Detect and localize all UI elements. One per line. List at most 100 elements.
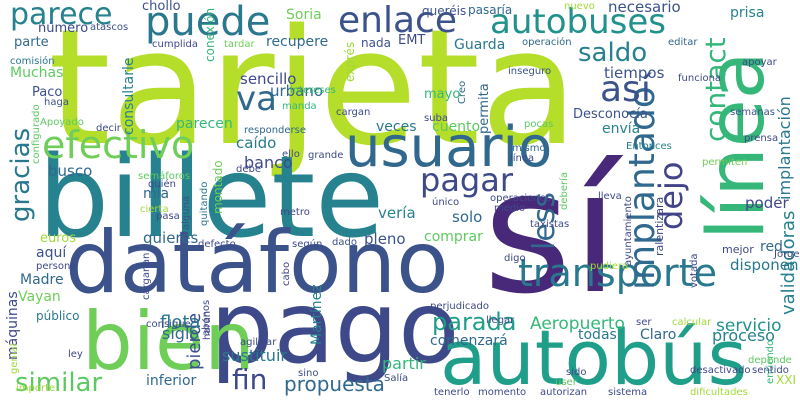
word-cloud-word: medio: [494, 203, 526, 214]
word-cloud-word: lleva: [598, 191, 622, 202]
word-cloud-word: dificultades: [690, 387, 748, 398]
word-cloud-word: mayo: [424, 87, 461, 102]
word-cloud-word: persona: [36, 261, 77, 272]
word-cloud-word: inferior: [146, 373, 197, 389]
word-cloud-word: tarjeta: [48, 0, 579, 181]
word-cloud-word: semáforos: [138, 171, 191, 182]
word-cloud-word: partir: [382, 354, 426, 373]
word-cloud-word: Madre: [20, 272, 64, 288]
word-cloud-word: sistema: [608, 387, 648, 398]
word-cloud-word: Entonces: [626, 141, 672, 152]
word-cloud-word: así: [600, 69, 651, 110]
word-cloud-word: haga: [44, 97, 69, 108]
word-cloud-word: aquí: [36, 245, 67, 261]
word-cloud-word: pleno: [364, 230, 406, 248]
word-cloud-word: inseguro: [508, 66, 552, 77]
word-cloud-word: vería: [378, 204, 416, 222]
word-cloud-word: disponen: [730, 256, 799, 274]
word-cloud-word: según: [292, 239, 323, 250]
word-cloud-word: ayuntamiento: [623, 196, 634, 266]
word-cloud-word: Guarda: [454, 37, 506, 53]
word-cloud-word: pasaría: [468, 3, 513, 17]
word-cloud-word: mejor: [722, 243, 754, 256]
word-cloud-word: pago: [210, 269, 460, 386]
word-cloud-word: semanas: [730, 107, 775, 118]
word-cloud-word: ello: [282, 149, 300, 160]
word-cloud-word: Vayan: [18, 289, 61, 305]
word-cloud-word: suba: [424, 113, 449, 124]
word-cloud-word: quieres: [143, 229, 199, 247]
word-cloud-word: comenzará: [430, 333, 508, 349]
word-cloud-word: flota: [160, 312, 201, 333]
word-cloud-word: grande: [308, 150, 344, 161]
word-cloud-word: Martínez: [309, 284, 325, 345]
word-cloud-word: consultarle: [121, 57, 137, 135]
word-cloud-word: siglo: [162, 324, 200, 343]
word-cloud-word: proceso: [712, 326, 775, 345]
word-cloud-word: prensa: [744, 133, 779, 144]
word-cloud-word: pagar: [420, 161, 513, 199]
word-cloud-word: público: [36, 309, 80, 323]
word-cloud-word: datáfono: [65, 213, 449, 313]
word-cloud-word: digo: [504, 253, 526, 264]
word-cloud-word: solo: [452, 208, 483, 226]
word-cloud-word: nada: [361, 36, 391, 50]
word-cloud-word: contact: [699, 37, 732, 142]
word-cloud-word: pocas: [524, 119, 554, 130]
word-cloud-word: chollo: [142, 0, 181, 14]
word-cloud-word: parecen: [176, 116, 233, 132]
word-cloud-word: Apoyado: [40, 117, 84, 128]
word-cloud-word: decir: [96, 123, 121, 134]
word-cloud-word: votada: [689, 253, 700, 288]
word-cloud-word: parte: [14, 35, 49, 50]
word-cloud-word: comisión: [10, 56, 55, 67]
word-cloud-word: banco: [244, 153, 293, 172]
word-cloud-word: número: [38, 21, 89, 36]
word-cloud-word: depende: [748, 355, 792, 366]
word-cloud-word: user: [555, 377, 577, 388]
word-cloud-word: consigue: [146, 319, 191, 330]
word-cloud-word: Muchas: [10, 65, 64, 81]
word-cloud-word: sentido: [752, 365, 789, 376]
word-cloud-word: prisa: [730, 5, 765, 21]
word-cloud-word: debe: [236, 164, 261, 175]
word-cloud-word: red: [760, 239, 783, 255]
word-cloud-word: fin: [232, 363, 268, 396]
word-cloud-word: debería: [559, 171, 570, 210]
word-cloud-word: poder: [745, 194, 789, 212]
word-cloud-word: envía: [602, 121, 641, 137]
word-cloud-word: busco: [48, 162, 93, 180]
word-cloud-word: operaciones: [490, 193, 551, 204]
word-cloud-word: conexión: [203, 7, 217, 62]
word-cloud-word: necesario: [608, 0, 681, 16]
word-cloud-word: cabo: [281, 261, 292, 286]
word-cloud-word: tiempos: [604, 64, 665, 82]
word-cloud-word: nuevo: [564, 1, 595, 12]
word-cloud-word: intereses: [290, 85, 336, 96]
word-cloud-word: pudiera: [590, 261, 629, 272]
word-cloud-word: agilizar: [240, 337, 277, 348]
word-cloud-word: urbano: [270, 82, 324, 100]
word-cloud-word: Jorge: [774, 249, 800, 260]
word-cloud-word: operación: [522, 37, 572, 48]
word-cloud-word: alguna: [181, 195, 192, 230]
word-cloud-word: Claro: [640, 327, 677, 343]
word-cloud-word: caído: [236, 134, 277, 152]
word-cloud-word: todas: [578, 327, 617, 343]
word-cloud-word: configurado: [31, 104, 42, 164]
word-cloud-word: usuario: [345, 115, 553, 180]
word-cloud-word: saldo: [578, 38, 648, 68]
word-cloud-word: atascos: [90, 22, 129, 33]
word-cloud-word: calcular: [672, 317, 712, 328]
word-cloud-word: parece: [10, 0, 113, 32]
word-cloud-word: cargan: [336, 107, 371, 118]
word-cloud-word: puede: [145, 0, 271, 45]
word-cloud-word: EMT: [398, 33, 426, 48]
word-cloud-word: exprés: [343, 41, 357, 82]
word-cloud-word: propuesta: [284, 372, 385, 396]
word-cloud-word: mía: [143, 186, 170, 202]
word-cloud-word: taxistas: [530, 219, 570, 230]
word-cloud-word: cuento: [432, 119, 481, 135]
word-cloud-word: llegar: [486, 315, 515, 326]
